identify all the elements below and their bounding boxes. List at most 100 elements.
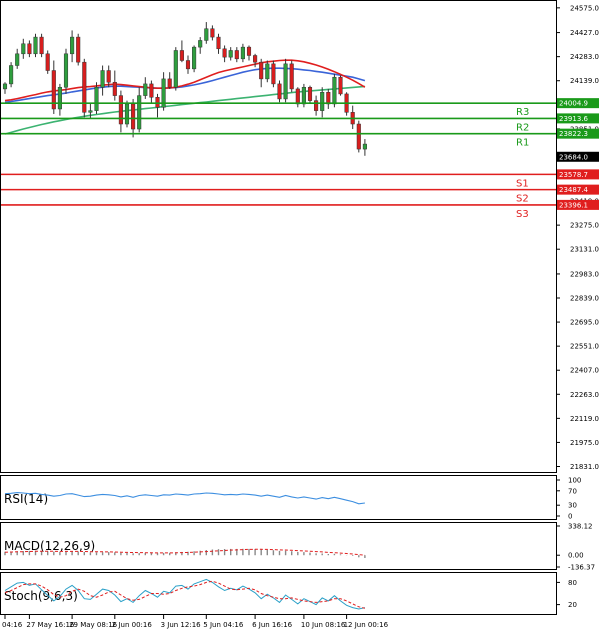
macd-label: MACD(12,26,9) (4, 539, 95, 553)
candle (57, 83, 62, 116)
candle (240, 43, 245, 63)
candle (143, 77, 148, 99)
axis-tick-label: 0.00 (568, 552, 584, 560)
stoch-d-line (4, 580, 366, 609)
candle-body-bear (326, 92, 331, 105)
candle (63, 48, 69, 94)
candle-body-bull (70, 36, 75, 55)
candle-body-bear (356, 123, 361, 150)
time-tick-label: 10 Jun 08:16 (301, 621, 346, 629)
candle-body-bear (234, 50, 239, 60)
candle (155, 93, 160, 118)
candle (362, 139, 367, 156)
candle-body-bear (210, 28, 215, 38)
candle-body-bear (289, 63, 294, 90)
candle (307, 85, 313, 104)
level-tag-box (557, 98, 599, 109)
candle-body-bear (314, 100, 319, 111)
candle (277, 80, 282, 103)
candle-body-bull (240, 46, 245, 60)
candle (100, 65, 105, 96)
candle-body-bull (2, 83, 8, 90)
candle-body-bull (100, 70, 105, 88)
axis-tick-label: 338.12 (568, 523, 593, 531)
current-price-value: 23684.0 (559, 153, 588, 161)
time-tick-label: 5 Jun 04:16 (203, 621, 244, 629)
rsi-axis: 100 70 30 0 (556, 477, 581, 521)
candle-body-bear (246, 46, 252, 56)
candle (253, 53, 258, 68)
macd-signal-line (4, 548, 365, 556)
candle (283, 58, 288, 103)
candle-body-bull (15, 53, 20, 66)
candle-body-bear (216, 36, 221, 50)
candle (167, 72, 172, 89)
candle (45, 50, 50, 74)
candle (21, 38, 26, 59)
level-label: S1 (516, 178, 529, 189)
candle (82, 58, 87, 118)
candle (70, 30, 75, 63)
time-tick-label: 2 Jun 00:16 (112, 621, 153, 629)
price-tick-label: 22407.0 (570, 367, 599, 375)
candle-body-bear (82, 61, 87, 113)
candle (137, 87, 142, 133)
time-tick-label: 29 May 08:16 (69, 621, 118, 629)
candle (222, 45, 227, 63)
level-r3: 24004.9 R3 (1, 98, 599, 118)
candle (94, 82, 99, 114)
price-tick-label: 22695.0 (570, 319, 599, 327)
level-tag-value: 23913.6 (559, 115, 588, 123)
price-tick-label: 24575.0 (570, 4, 599, 12)
level-tag-value: 23396.1 (559, 201, 588, 209)
axis-tick-label: -136.37 (568, 564, 595, 572)
candle (124, 100, 130, 128)
candle (314, 95, 319, 116)
price-axis: 24575.024427.024283.024139.023851.023419… (556, 4, 599, 471)
candle (344, 92, 349, 116)
candle (106, 65, 111, 88)
price-tick-label: 22983.0 (570, 270, 599, 278)
candle (332, 73, 337, 108)
candle-body-bull (228, 50, 233, 58)
macd-axis: 338.12 0.00 -136.37 (556, 523, 595, 572)
level-tag-value: 24004.9 (559, 100, 588, 108)
time-tick-label: 6 Jun 16:16 (252, 621, 293, 629)
price-tick-label: 22839.0 (570, 295, 599, 303)
ma-red-line (4, 59, 366, 102)
candle (228, 47, 233, 61)
candle (210, 25, 215, 41)
price-tick-label: 22551.0 (570, 343, 599, 351)
candle-body-bear (277, 83, 282, 100)
candle-body-bull (33, 36, 38, 55)
candle (27, 40, 32, 58)
candle-body-bear (118, 95, 123, 125)
candle (173, 47, 178, 91)
current-price-box (557, 151, 599, 162)
candle (149, 80, 154, 104)
candle-body-bull (124, 103, 130, 125)
candle-body-bull (173, 50, 178, 88)
candle-body-bull (137, 95, 142, 130)
candle-body-bull (283, 63, 288, 100)
candle (88, 103, 93, 119)
level-s1: 23578.7 S1 (1, 169, 599, 189)
candle (9, 62, 14, 88)
candle-body-bull (320, 92, 325, 111)
candle-body-bear (27, 43, 32, 55)
main-panel-frame (0, 0, 557, 473)
level-label: R3 (516, 107, 529, 118)
axis-tick-label: 80 (568, 579, 577, 587)
stoch-panel-frame (0, 572, 557, 615)
price-tick-label: 21975.0 (570, 439, 599, 447)
candle (15, 48, 20, 69)
time-tick-label: 04:16 (2, 621, 23, 629)
candle-body-bear (307, 86, 313, 101)
candle (338, 75, 343, 96)
candle (39, 33, 44, 58)
level-tag-value: 23578.7 (559, 171, 588, 179)
candle-body-bull (63, 53, 69, 88)
candle (2, 82, 8, 94)
